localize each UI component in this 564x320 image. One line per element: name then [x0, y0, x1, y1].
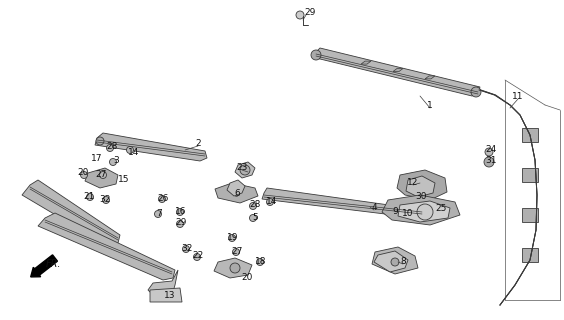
Polygon shape [522, 208, 538, 222]
Circle shape [96, 137, 104, 145]
Text: 29: 29 [175, 218, 187, 227]
Text: 14: 14 [129, 148, 140, 156]
Polygon shape [148, 270, 178, 295]
Circle shape [183, 245, 190, 252]
Text: 13: 13 [164, 291, 176, 300]
Text: 5: 5 [252, 212, 258, 221]
Polygon shape [398, 201, 450, 222]
Text: 4: 4 [371, 203, 377, 212]
Circle shape [484, 157, 494, 167]
Text: 15: 15 [118, 174, 130, 183]
Text: 25: 25 [435, 204, 447, 212]
FancyArrow shape [30, 255, 58, 277]
Text: 27: 27 [95, 170, 107, 179]
Circle shape [155, 211, 161, 218]
Text: 16: 16 [175, 206, 187, 215]
Polygon shape [22, 180, 120, 246]
Circle shape [249, 203, 257, 210]
Text: 31: 31 [485, 156, 497, 164]
Circle shape [228, 235, 236, 242]
Polygon shape [316, 48, 480, 96]
Text: 7: 7 [156, 209, 162, 218]
Text: 8: 8 [400, 257, 406, 266]
Circle shape [193, 253, 200, 260]
Circle shape [103, 196, 109, 204]
Circle shape [391, 258, 399, 266]
Circle shape [177, 220, 183, 228]
Polygon shape [214, 258, 252, 278]
Polygon shape [227, 180, 245, 196]
Text: 21: 21 [83, 191, 95, 201]
Text: 11: 11 [512, 92, 524, 100]
Text: 27: 27 [231, 246, 243, 255]
Polygon shape [374, 251, 408, 272]
Polygon shape [522, 168, 538, 182]
Polygon shape [425, 76, 435, 79]
Text: 32: 32 [99, 195, 111, 204]
Text: 3: 3 [113, 156, 119, 164]
Text: 12: 12 [407, 178, 418, 187]
Circle shape [81, 172, 87, 179]
Polygon shape [262, 188, 425, 218]
Text: 24: 24 [486, 145, 497, 154]
Circle shape [86, 194, 94, 201]
Polygon shape [85, 168, 118, 188]
Text: 20: 20 [241, 274, 253, 283]
Circle shape [485, 148, 493, 156]
Circle shape [267, 198, 274, 205]
Text: 22: 22 [192, 252, 204, 260]
Polygon shape [361, 61, 371, 64]
Text: 26: 26 [157, 194, 169, 203]
Text: FR.: FR. [45, 259, 61, 269]
Text: 30: 30 [415, 191, 427, 201]
Circle shape [230, 263, 240, 273]
Polygon shape [397, 170, 447, 200]
Polygon shape [215, 183, 258, 203]
Text: 2: 2 [195, 139, 201, 148]
Text: 20: 20 [77, 167, 89, 177]
Circle shape [417, 204, 433, 220]
Text: 18: 18 [255, 257, 267, 266]
Circle shape [240, 165, 250, 175]
Text: 9: 9 [392, 206, 398, 215]
Circle shape [249, 214, 257, 221]
Text: 23: 23 [236, 163, 248, 172]
Circle shape [471, 87, 481, 97]
Polygon shape [393, 68, 403, 71]
Circle shape [232, 249, 240, 255]
Circle shape [99, 172, 107, 179]
Text: 32: 32 [181, 244, 193, 252]
Polygon shape [382, 195, 460, 225]
Circle shape [158, 196, 165, 203]
Text: 17: 17 [91, 154, 103, 163]
Circle shape [296, 11, 304, 19]
Circle shape [109, 158, 117, 165]
Polygon shape [235, 162, 255, 178]
Text: 10: 10 [402, 209, 414, 218]
Text: 19: 19 [227, 233, 239, 242]
Polygon shape [522, 248, 538, 262]
Text: 14: 14 [266, 196, 277, 205]
Circle shape [311, 50, 321, 60]
Polygon shape [372, 247, 418, 274]
Text: 1: 1 [427, 100, 433, 109]
Circle shape [177, 209, 183, 215]
Text: 28: 28 [249, 199, 261, 209]
Circle shape [126, 147, 134, 154]
Text: 28: 28 [106, 141, 118, 150]
Polygon shape [150, 288, 182, 302]
Circle shape [107, 145, 113, 151]
Polygon shape [406, 176, 435, 197]
Text: 29: 29 [305, 7, 316, 17]
Polygon shape [38, 213, 175, 280]
Polygon shape [522, 128, 538, 142]
Circle shape [257, 259, 263, 266]
Text: 6: 6 [234, 188, 240, 197]
Polygon shape [95, 133, 207, 161]
